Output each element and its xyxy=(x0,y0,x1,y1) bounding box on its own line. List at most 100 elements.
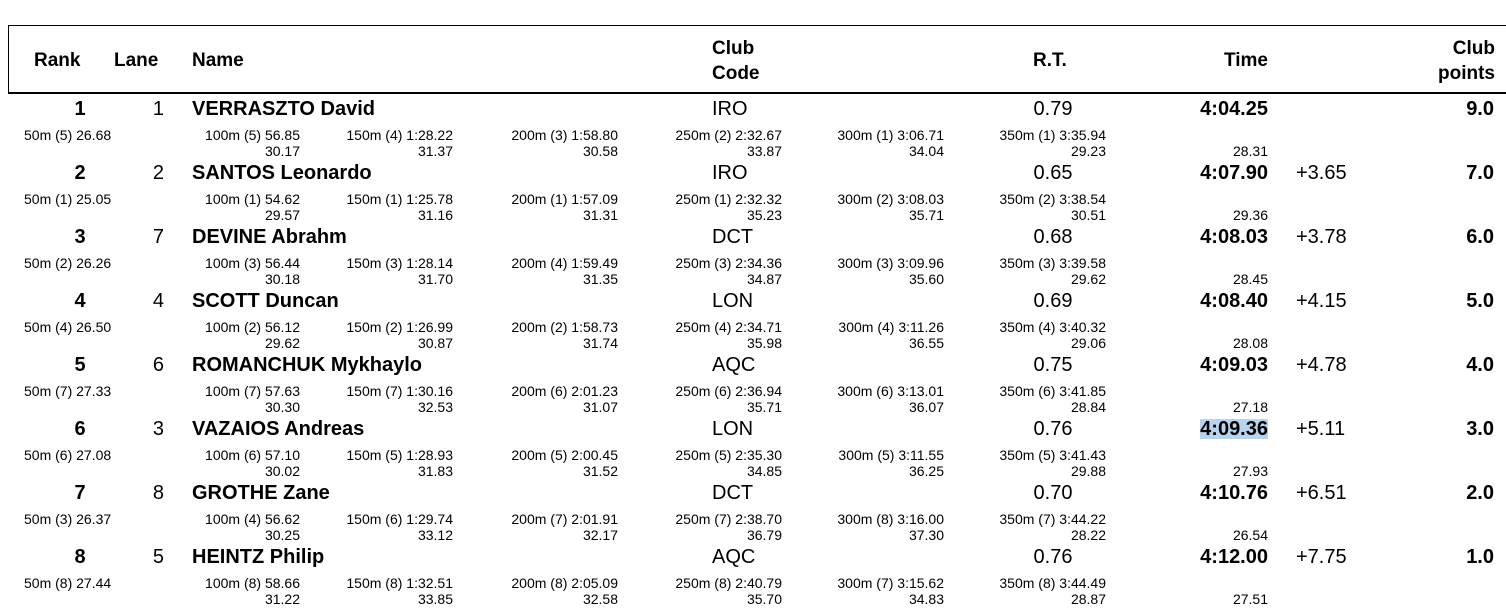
final-lap: 29.36 xyxy=(1232,207,1268,223)
split: 350m (6) 3:41.85 xyxy=(999,383,1106,399)
time-behind: +5.11 xyxy=(1296,418,1346,440)
time: 4:12.00 xyxy=(1200,546,1268,568)
rank: 3 xyxy=(74,226,86,248)
split: 300m (6) 3:13.01 xyxy=(837,383,944,399)
lap-time: 34.87 xyxy=(746,271,782,287)
reaction-time: 0.65 xyxy=(1033,162,1073,184)
split: 50m (8) 27.44 xyxy=(24,575,112,591)
lap-time: 31.52 xyxy=(582,463,618,479)
split: 100m (5) 56.85 xyxy=(205,127,300,143)
lane: 2 xyxy=(152,162,164,184)
swimmer-name: ROMANCHUK Mykhaylo xyxy=(192,354,423,376)
lap-time: 30.18 xyxy=(264,271,300,287)
split: 200m (4) 1:59.49 xyxy=(511,255,618,271)
club-code: AQC xyxy=(712,546,756,568)
final-lap: 27.93 xyxy=(1232,463,1268,479)
header-rt: R.T. xyxy=(1033,50,1067,71)
club-points: 2.0 xyxy=(1466,482,1494,504)
club-points: 6.0 xyxy=(1466,226,1494,248)
header-time: Time xyxy=(1223,50,1268,71)
split: 200m (3) 1:58.80 xyxy=(511,127,618,143)
split: 100m (1) 54.62 xyxy=(205,191,300,207)
lap-time: 30.25 xyxy=(264,527,300,543)
swimmer-name: HEINTZ Philip xyxy=(192,546,325,568)
lap-time: 35.70 xyxy=(746,591,782,607)
lap-time: 28.84 xyxy=(1070,399,1106,415)
club-points: 4.0 xyxy=(1466,354,1494,376)
lap-time: 31.07 xyxy=(582,399,618,415)
time: 4:07.90 xyxy=(1200,162,1268,184)
lap-time: 31.31 xyxy=(582,207,618,223)
split: 150m (7) 1:30.16 xyxy=(346,383,453,399)
header-club-points: Club xyxy=(1452,38,1495,59)
club-code: DCT xyxy=(712,226,754,248)
split: 200m (5) 2:00.45 xyxy=(511,447,618,463)
split: 250m (1) 2:32.32 xyxy=(675,191,782,207)
split: 350m (7) 3:44.22 xyxy=(999,511,1106,527)
lap-time: 29.62 xyxy=(264,335,300,351)
reaction-time: 0.68 xyxy=(1033,226,1073,248)
split: 300m (7) 3:15.62 xyxy=(837,575,944,591)
split: 300m (5) 3:11.55 xyxy=(838,447,944,463)
split: 300m (3) 3:09.96 xyxy=(837,255,944,271)
split: 250m (5) 2:35.30 xyxy=(675,447,782,463)
header-name: Name xyxy=(192,50,244,71)
split: 50m (7) 27.33 xyxy=(24,383,112,399)
final-lap: 28.45 xyxy=(1232,271,1268,287)
split: 150m (6) 1:29.74 xyxy=(346,511,453,527)
lap-time: 29.23 xyxy=(1070,143,1106,159)
lap-time: 29.88 xyxy=(1070,463,1106,479)
lap-time: 36.79 xyxy=(746,527,782,543)
split: 250m (7) 2:38.70 xyxy=(675,511,782,527)
left-rule xyxy=(8,25,9,92)
swimmer-name: DEVINE Abrahm xyxy=(192,226,347,248)
top-rule xyxy=(8,25,1506,26)
split: 50m (5) 26.68 xyxy=(24,127,112,143)
split: 100m (2) 56.12 xyxy=(205,319,300,335)
split: 50m (6) 27.08 xyxy=(24,447,112,463)
split: 50m (1) 25.05 xyxy=(24,191,112,207)
header-club-code: Code xyxy=(712,63,760,84)
split: 150m (5) 1:28.93 xyxy=(346,447,453,463)
reaction-time: 0.76 xyxy=(1033,418,1073,440)
lap-time: 30.02 xyxy=(264,463,300,479)
time: 4:09.36 xyxy=(1200,418,1268,440)
reaction-time: 0.69 xyxy=(1033,290,1073,312)
club-code: AQC xyxy=(712,354,756,376)
header-club-code: Club xyxy=(712,38,755,59)
lap-time: 29.06 xyxy=(1070,335,1106,351)
split: 250m (8) 2:40.79 xyxy=(675,575,782,591)
swimmer-name: SANTOS Leonardo xyxy=(192,162,372,184)
header-rank: Rank xyxy=(34,50,81,71)
lap-time: 33.85 xyxy=(417,591,453,607)
lap-time: 31.70 xyxy=(417,271,453,287)
reaction-time: 0.76 xyxy=(1033,546,1073,568)
lane: 4 xyxy=(152,290,164,312)
time-behind: +7.75 xyxy=(1296,546,1347,568)
lap-time: 36.55 xyxy=(908,335,944,351)
split: 100m (4) 56.62 xyxy=(205,511,300,527)
time: 4:08.40 xyxy=(1200,290,1268,312)
split: 50m (3) 26.37 xyxy=(24,511,112,527)
lap-time: 31.16 xyxy=(417,207,453,223)
split: 250m (3) 2:34.36 xyxy=(675,255,782,271)
lap-time: 28.87 xyxy=(1070,591,1106,607)
club-code: LON xyxy=(712,418,754,440)
split: 350m (2) 3:38.54 xyxy=(999,191,1106,207)
header-rule xyxy=(8,92,1506,94)
split: 350m (3) 3:39.58 xyxy=(999,255,1106,271)
lap-time: 28.22 xyxy=(1070,527,1106,543)
final-lap: 26.54 xyxy=(1232,527,1268,543)
split: 50m (2) 26.26 xyxy=(24,255,112,271)
reaction-time: 0.79 xyxy=(1033,98,1073,120)
club-code: IRO xyxy=(712,98,748,120)
time-behind: +6.51 xyxy=(1296,482,1347,504)
split: 200m (2) 1:58.73 xyxy=(511,319,618,335)
lane: 8 xyxy=(152,482,164,504)
time-behind: +4.78 xyxy=(1296,354,1347,376)
club-points: 7.0 xyxy=(1466,162,1494,184)
lane: 5 xyxy=(152,546,164,568)
split: 100m (8) 58.66 xyxy=(205,575,300,591)
swimmer-name: GROTHE Zane xyxy=(192,482,330,504)
